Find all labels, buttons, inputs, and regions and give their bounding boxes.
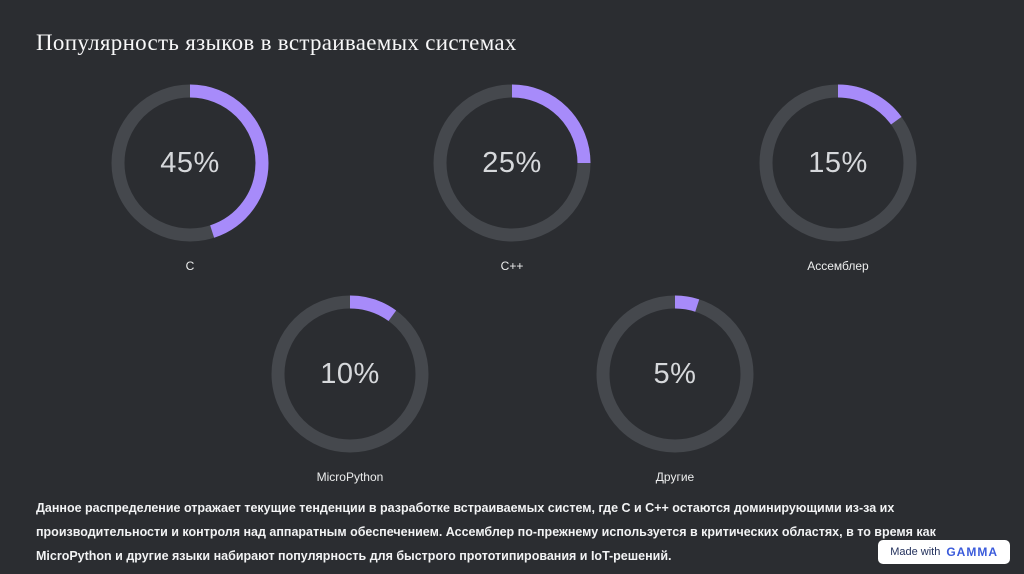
donut-ring-wrap: 25% <box>432 83 592 243</box>
donut-ring-wrap: 45% <box>110 83 270 243</box>
donut-ring-svg <box>111 84 269 242</box>
donut-chart-cpp: 25% C++ <box>432 83 592 273</box>
gamma-logo: GAMMA <box>946 545 998 559</box>
donut-ring-svg <box>433 84 591 242</box>
donut-ring-wrap: 10% <box>270 294 430 454</box>
made-with-gamma-badge[interactable]: Made with GAMMA <box>878 540 1010 564</box>
donut-chart-assembler: 15% Ассемблер <box>758 83 918 273</box>
donut-label: C++ <box>500 259 524 273</box>
footer-description: Данное распределение отражает текущие те… <box>36 501 936 563</box>
page-title: Популярность языков в встраиваемых систе… <box>36 30 517 55</box>
donut-ring-svg <box>596 295 754 453</box>
donut-value: 5% <box>653 357 697 390</box>
donut-value: 45% <box>160 146 220 179</box>
donut-label: Ассемблер <box>807 259 869 273</box>
donut-label: Другие <box>655 470 695 484</box>
donut-ring-wrap: 5% <box>595 294 755 454</box>
donut-value: 10% <box>320 357 380 390</box>
made-with-label: Made with <box>890 546 941 558</box>
donut-ring-svg <box>271 295 429 453</box>
donut-label: C <box>185 259 195 273</box>
donut-chart-others: 5% Другие <box>595 294 755 484</box>
donut-chart-micropython: 10% MicroPython <box>270 294 430 484</box>
donut-ring-wrap: 15% <box>758 83 918 243</box>
donut-value: 15% <box>808 146 868 179</box>
donut-label: MicroPython <box>316 470 384 484</box>
donut-chart-c: 45% C <box>110 83 270 273</box>
donut-value: 25% <box>482 146 542 179</box>
donut-ring-svg <box>759 84 917 242</box>
